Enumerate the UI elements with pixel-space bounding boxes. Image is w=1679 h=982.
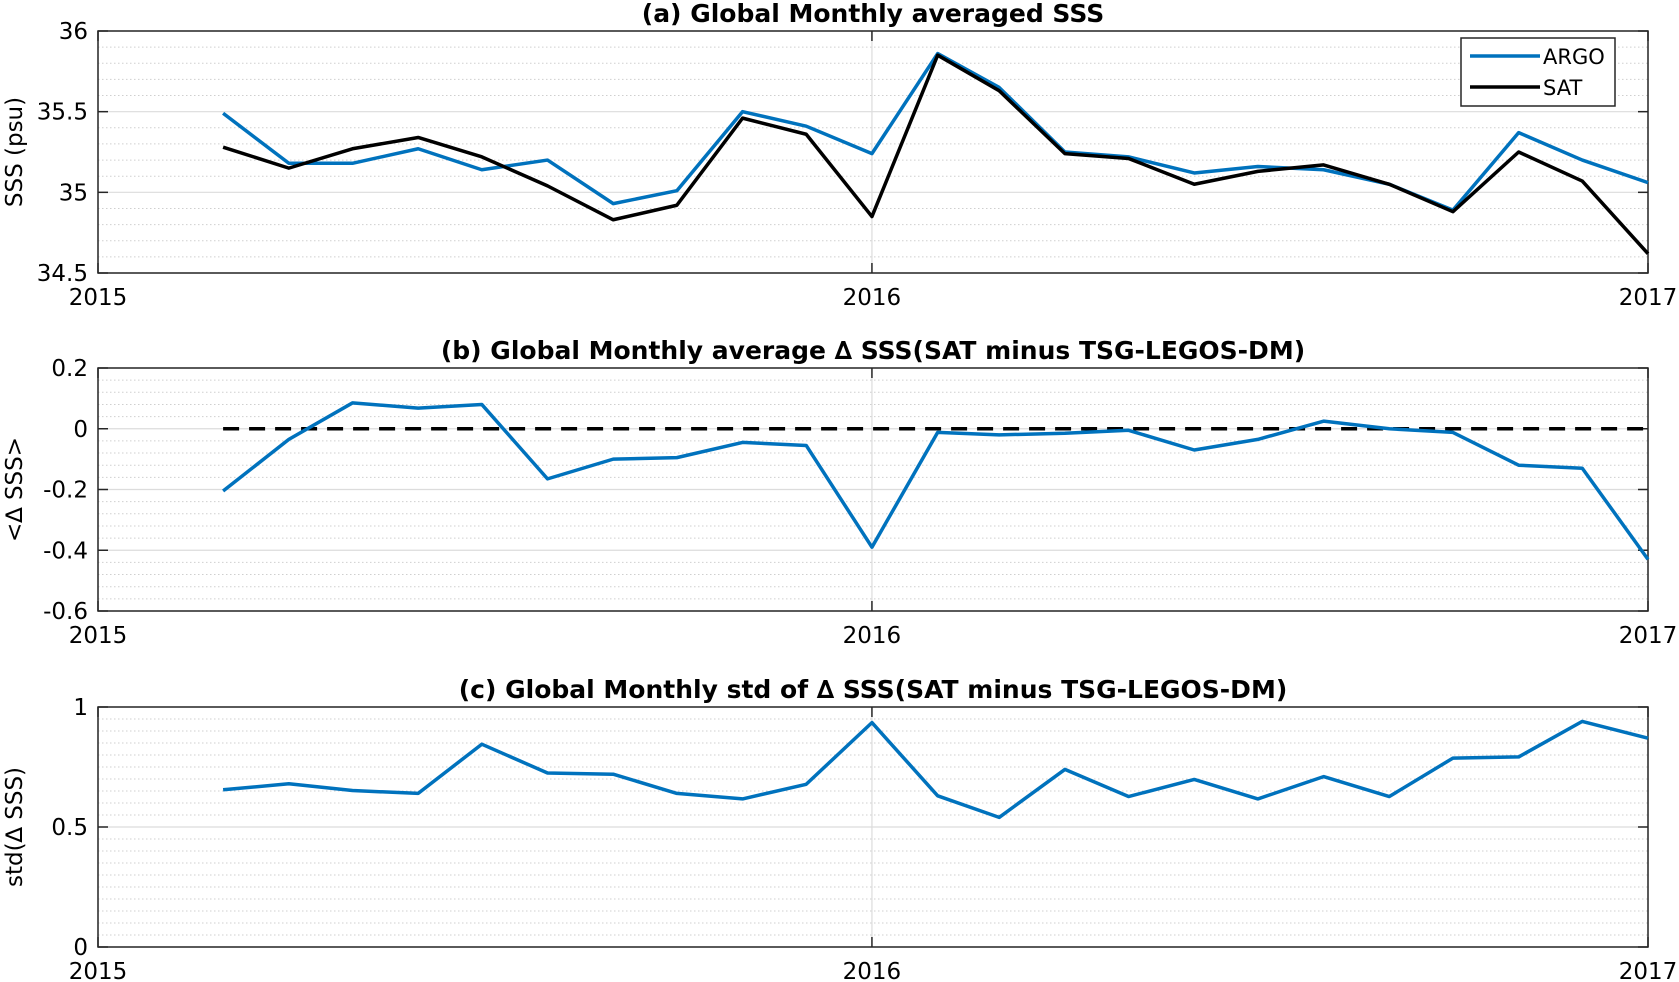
panel-c: 0 0.5 1 2015 2016 2017 (c) Global Monthly std … <box>2 675 1677 982</box>
x-tick-label: 2016 <box>843 285 902 311</box>
y-axis-label: SSS (psu) <box>2 97 28 207</box>
series-line-sat <box>222 53 1650 255</box>
y-tick-label: 36 <box>59 19 88 45</box>
chart-title: (b) Global Monthly average ∆ SSS(SAT min… <box>441 336 1305 365</box>
panel-a: 34.5 35 35.5 36 2015 2016 2017 (a) Global Month… <box>2 0 1677 311</box>
x-tick-label: 2015 <box>69 285 128 311</box>
x-tick-label: 2017 <box>1619 285 1678 311</box>
series-line <box>222 401 1650 561</box>
y-tick-label: 1 <box>73 695 88 721</box>
y-tick-label: -0.2 <box>43 478 88 504</box>
y-tick-label: 35 <box>59 180 88 206</box>
y-tick-label: -0.4 <box>43 538 88 564</box>
legend-label-sat: SAT <box>1543 76 1582 100</box>
legend: ARGO SAT <box>1460 37 1616 107</box>
x-tick-label: 2016 <box>843 623 902 649</box>
y-tick-label: 0 <box>73 935 88 961</box>
chart-title: (c) Global Monthly std of ∆ SSS(SAT minu… <box>459 675 1288 704</box>
chart-title: (a) Global Monthly averaged SSS <box>642 0 1104 28</box>
x-tick-label: 2015 <box>69 959 128 982</box>
series-line-argo <box>222 51 1649 212</box>
y-axis-label: std(∆ SSS) <box>2 767 28 887</box>
panel-b: -0.6 -0.4 -0.2 0 0.2 2015 2016 2017 (b) Global M… <box>2 336 1677 649</box>
y-tick-label: 0.5 <box>51 815 88 841</box>
legend-box <box>1460 37 1616 107</box>
y-tick-label: 34.5 <box>37 261 88 287</box>
y-tick-label: -0.6 <box>43 599 88 625</box>
y-tick-label: 35.5 <box>37 100 88 126</box>
legend-label-argo: ARGO <box>1543 45 1605 69</box>
y-axis-label: <∆ SSS> <box>2 437 28 542</box>
y-tick-label: 0 <box>73 417 88 443</box>
x-tick-label: 2017 <box>1619 623 1678 649</box>
axes-box <box>97 30 1649 274</box>
series-line <box>222 719 1649 820</box>
x-tick-label: 2016 <box>843 959 902 982</box>
x-tick-label: 2017 <box>1619 959 1678 982</box>
y-tick-label: 0.2 <box>51 356 88 382</box>
x-tick-label: 2015 <box>69 623 128 649</box>
